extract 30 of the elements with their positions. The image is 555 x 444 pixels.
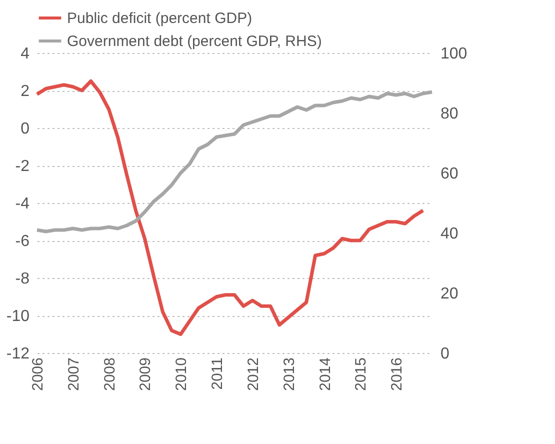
y-tick-label: -4	[15, 196, 30, 212]
x-tick-label: 2012	[244, 358, 262, 391]
y2-tick-label: 0	[440, 346, 450, 362]
y2-tick-label: 80	[440, 106, 458, 122]
y-tick-label: 0	[20, 120, 30, 138]
y2-tick-label: 40	[440, 226, 458, 242]
y-tick-label: 2	[20, 83, 30, 100]
y-tick-label: 4	[20, 46, 30, 62]
y2-tick-label: 60	[440, 166, 458, 182]
x-tick-label: 2011	[209, 358, 226, 390]
x-tick-label: 2015	[352, 358, 370, 391]
y-tick-label: -6	[15, 233, 30, 250]
x-tick-label: 2010	[173, 358, 190, 391]
legend-label: Public deficit (percent GDP)	[67, 10, 252, 27]
legend-label: Government debt (percent GDP, RHS)	[67, 33, 322, 50]
y-tick-label: -10	[6, 308, 30, 325]
x-tick-label: 2016	[388, 358, 406, 391]
x-tick-label: 2007	[65, 358, 82, 391]
x-tick-label: 2006	[30, 358, 46, 391]
y-tick-label: -8	[15, 270, 30, 288]
x-tick-label: 2014	[316, 358, 334, 391]
x-tick-label: 2009	[137, 358, 154, 391]
y-tick-label: -2	[15, 158, 30, 175]
y-tick-label: -12	[6, 346, 30, 362]
y2-tick-label: 20	[440, 286, 458, 302]
x-tick-label: 2013	[280, 358, 298, 391]
x-tick-label: 2008	[101, 358, 118, 391]
y2-tick-label: 100	[440, 46, 468, 62]
line-series	[35, 90, 434, 234]
line-series	[35, 79, 425, 336]
